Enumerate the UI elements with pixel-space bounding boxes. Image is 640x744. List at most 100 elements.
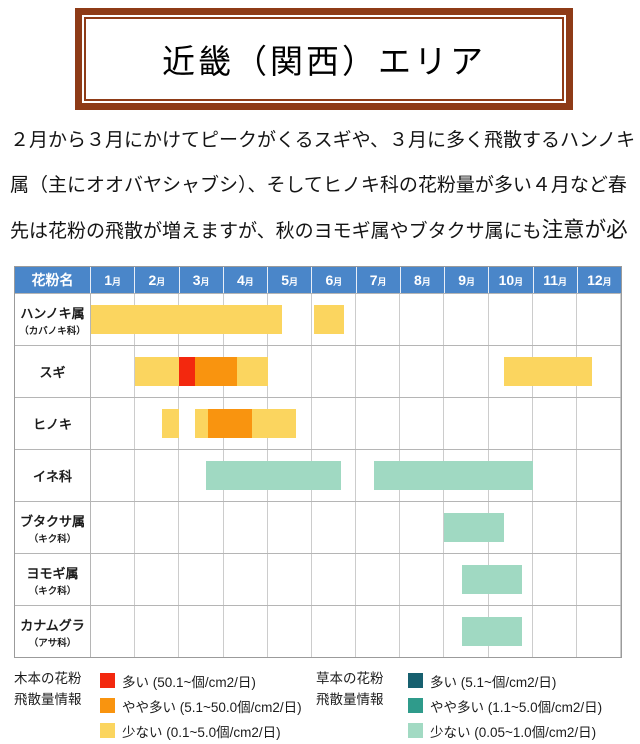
month-suffix: 月 xyxy=(377,277,387,287)
grid-cell xyxy=(312,294,357,345)
grid-cell xyxy=(135,502,180,553)
grid-cell xyxy=(489,502,533,553)
grid-cell xyxy=(444,398,489,449)
month-suffix: 月 xyxy=(333,277,343,287)
grid-cell xyxy=(179,554,224,605)
title-box: 近畿（関西）エリア xyxy=(75,8,573,110)
grid-cell xyxy=(135,606,180,657)
table-row: カナムグラ （アサ科） xyxy=(15,605,622,657)
grid-cell xyxy=(533,606,577,657)
grid-cell xyxy=(356,554,401,605)
grid-cell xyxy=(91,398,136,449)
grid-cell xyxy=(224,502,268,553)
grid-cell xyxy=(400,346,445,397)
pollen-bar-tree_low xyxy=(135,357,180,386)
grid-cell xyxy=(356,398,401,449)
month-suffix: 月 xyxy=(200,277,210,287)
month-number: 1 xyxy=(104,272,113,288)
grid-cell xyxy=(533,450,577,501)
row-label: カナムグラ （アサ科） xyxy=(15,606,91,657)
row-label: スギ xyxy=(15,346,91,397)
grid-cell xyxy=(356,502,401,553)
grass-legend-title: 草本の花粉 飛散量情報 xyxy=(316,668,384,710)
pollen-name: ブタクサ属 xyxy=(19,513,85,529)
pollen-family: （アサ科） xyxy=(28,637,77,649)
column-header-month-11: 11 月 xyxy=(533,267,578,293)
pollen-bar-tree_mid xyxy=(194,357,237,386)
table-row: ヒノキ xyxy=(15,397,622,449)
month-number: 11 xyxy=(543,272,559,288)
pollen-bar-tree_mid xyxy=(208,409,253,438)
grid-cell xyxy=(91,450,136,501)
row-track xyxy=(91,502,622,553)
calendar-header-row: 花粉名 1 月 2 月 3 月 4 月 5 月 6 月 7 月 8 月 9 月 10 月 11 月 12 月 xyxy=(15,267,621,293)
grid-cell xyxy=(400,398,445,449)
grid-cell xyxy=(577,450,622,501)
pollen-name: カナムグラ xyxy=(20,617,85,633)
legend-swatch xyxy=(408,723,423,738)
month-suffix: 月 xyxy=(514,277,524,287)
grid-cell xyxy=(489,398,533,449)
month-number: 3 xyxy=(192,272,201,288)
grid-cell xyxy=(577,346,622,397)
month-number: 10 xyxy=(498,272,515,288)
pollen-bar-tree_low xyxy=(314,305,344,334)
page-title: 近畿（関西）エリア xyxy=(162,43,486,80)
paragraph-line-2: 属（主にオオバヤシャブシ）、そしてヒノキ科の花粉量が多い４月など春 xyxy=(10,175,627,196)
pollen-bar-grass_low xyxy=(373,461,533,490)
pollen-family: （カバノキ科） xyxy=(19,325,86,337)
table-row: ブタクサ属 （キク科） xyxy=(15,501,622,553)
legend-item: やや多い (1.1~5.0個/cm2/日) xyxy=(408,693,602,718)
tree-legend-items: 多い (50.1~個/cm2/日) やや多い (5.1~50.0個/cm2/日) 少… xyxy=(100,668,302,743)
pollen-bar-tree_low xyxy=(503,357,593,386)
pollen-name: スギ xyxy=(39,365,66,380)
legend-swatch xyxy=(100,673,115,688)
paragraph-line-3-emphasis: 注意が必 xyxy=(541,218,628,242)
grid-cell xyxy=(400,554,445,605)
grid-cell xyxy=(268,398,312,449)
grid-cell xyxy=(224,554,268,605)
table-row: ハンノキ属 （カバノキ科） xyxy=(15,293,622,345)
month-suffix: 月 xyxy=(421,277,431,287)
pollen-bar-tree_low xyxy=(161,409,180,438)
grid-cell xyxy=(400,294,445,345)
pollen-family: （キク科） xyxy=(28,585,77,597)
grid-cell xyxy=(577,554,622,605)
legend-label: やや多い (5.1~50.0個/cm2/日) xyxy=(122,699,302,715)
legend-item: 多い (50.1~個/cm2/日) xyxy=(100,668,302,693)
grid-cell xyxy=(533,398,577,449)
grid-cell xyxy=(577,294,622,345)
grid-cell xyxy=(489,606,533,657)
legend-swatch xyxy=(408,698,423,713)
pollen-bar-tree_low xyxy=(252,409,297,438)
column-header-month-10: 10 月 xyxy=(489,267,534,293)
grid-cell xyxy=(577,502,622,553)
grid-cell xyxy=(312,346,357,397)
month-number: 2 xyxy=(148,272,157,288)
month-number: 4 xyxy=(236,272,245,288)
table-row: ヨモギ属 （キク科） xyxy=(15,553,622,605)
pollen-name: イネ科 xyxy=(32,469,72,484)
month-number: 12 xyxy=(587,272,603,288)
tree-legend-title-line1: 木本の花粉 xyxy=(14,671,82,686)
month-suffix: 月 xyxy=(558,277,568,287)
grid-cell xyxy=(356,294,401,345)
grid-cell xyxy=(312,502,357,553)
grid-cell xyxy=(444,294,489,345)
row-label: ヨモギ属 （キク科） xyxy=(15,554,91,605)
legend-swatch xyxy=(408,673,423,688)
row-label: イネ科 xyxy=(15,450,91,501)
month-number: 9 xyxy=(458,272,467,288)
tree-legend-title-line2: 飛散量情報 xyxy=(14,692,82,707)
pollen-table: 花粉名 1 月 2 月 3 月 4 月 5 月 6 月 7 月 8 月 9 月 10 月 11 月 12 月ハンノキ属 （カバノキ… xyxy=(14,266,622,658)
legend-label: 多い (50.1~個/cm2/日) xyxy=(122,674,256,690)
tree-legend-title: 木本の花粉 飛散量情報 xyxy=(14,668,82,710)
grid-cell xyxy=(489,554,533,605)
row-track xyxy=(91,294,622,345)
